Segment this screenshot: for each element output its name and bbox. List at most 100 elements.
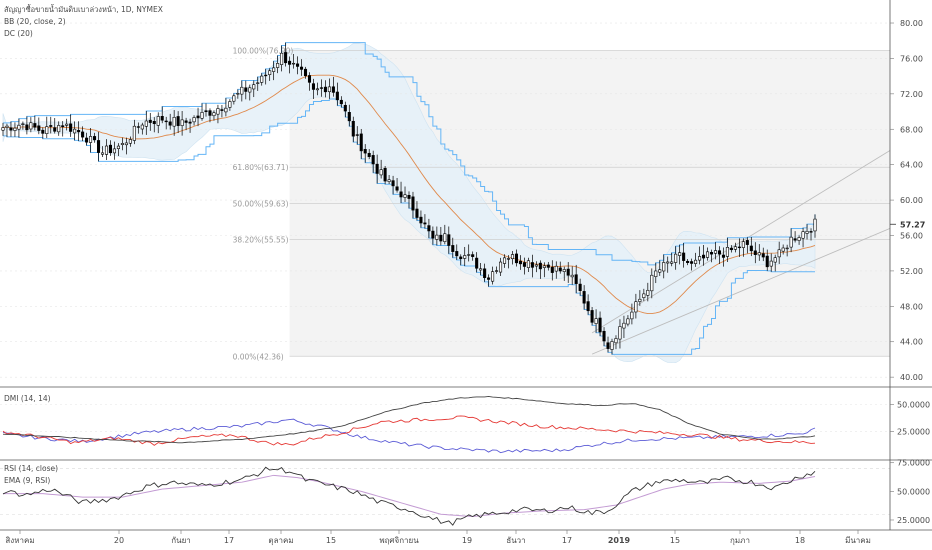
candle-body xyxy=(148,119,152,123)
time-tick-label: 15 xyxy=(326,536,336,545)
candle-body xyxy=(236,93,240,95)
rsi-tick-label: 25.0000 xyxy=(897,516,930,525)
rsi-pane[interactable] xyxy=(0,466,890,526)
candle-body xyxy=(781,247,785,252)
candle-body xyxy=(793,238,797,241)
rsi-tick-label: 50.0000 xyxy=(897,487,930,496)
candle-body xyxy=(331,86,335,93)
candle-body xyxy=(17,124,21,130)
candle-body xyxy=(717,250,722,255)
pane-frame xyxy=(0,0,932,531)
candle-body xyxy=(399,191,403,198)
candle-body xyxy=(168,121,172,126)
candle-body xyxy=(379,169,383,176)
candle-body xyxy=(212,112,216,117)
candle-body xyxy=(638,298,642,302)
candle-body xyxy=(534,264,538,267)
candle-body xyxy=(741,241,745,248)
candle-body xyxy=(698,256,702,261)
candle-body xyxy=(630,311,634,320)
candle-body xyxy=(709,252,714,255)
candle-body xyxy=(208,110,212,116)
candle-body xyxy=(49,125,53,127)
candle-body xyxy=(495,270,499,272)
candle-body xyxy=(467,254,471,256)
candle-body xyxy=(606,342,610,349)
candle-body xyxy=(220,109,224,111)
candle-body xyxy=(475,257,479,269)
candle-body xyxy=(670,261,674,264)
candle-body xyxy=(733,246,737,250)
candle-body xyxy=(506,258,511,260)
candle-body xyxy=(29,122,33,130)
candle-body xyxy=(419,216,423,224)
candle-body xyxy=(112,148,116,154)
candle-body xyxy=(598,317,602,333)
candle-body xyxy=(196,115,200,119)
candle-body xyxy=(363,149,367,154)
candle-body xyxy=(455,251,459,257)
time-tick-label: 19 xyxy=(462,536,472,545)
candle-body xyxy=(518,260,522,265)
price-pane[interactable]: 100.00%(76.90) 61.80%(63.71) 50.00%(59.63)… xyxy=(0,22,891,378)
candle-body xyxy=(375,163,379,174)
candle-body xyxy=(686,260,690,263)
candle-body xyxy=(343,104,347,112)
candle-body xyxy=(21,123,25,125)
candle-body xyxy=(522,262,526,267)
candle-body xyxy=(25,124,29,131)
candle-body xyxy=(582,291,586,304)
candle-body xyxy=(483,268,487,278)
candle-body xyxy=(228,101,232,108)
candle-body xyxy=(45,126,49,134)
candle-body xyxy=(546,264,550,268)
candle-body xyxy=(626,318,630,325)
candle-body xyxy=(319,87,323,89)
candle-body xyxy=(327,86,331,93)
candle-body xyxy=(37,125,41,131)
candle-body xyxy=(407,194,411,199)
candle-body xyxy=(65,123,69,126)
fib-level-label: 100.00%(76.90) xyxy=(233,46,294,55)
candle-body xyxy=(152,121,156,125)
candle-body xyxy=(542,265,546,268)
candle-body xyxy=(789,236,793,248)
candle-body xyxy=(538,262,542,270)
candle-body xyxy=(303,68,308,77)
candle-body xyxy=(765,255,769,268)
dmi-pane[interactable] xyxy=(0,396,890,454)
time-axis[interactable]: สิงหาคม 20 กันยา 17 ตุลาคม 15 พฤศจิกายน 19 ธันวา… xyxy=(5,530,871,545)
candle-body xyxy=(77,130,81,133)
candle-body xyxy=(104,145,109,155)
rsi-tick-label: 75.0000 xyxy=(897,459,930,468)
candle-body xyxy=(443,233,447,242)
candle-body xyxy=(93,136,97,141)
candle-body xyxy=(650,274,654,292)
candle-body xyxy=(140,124,144,130)
candle-body xyxy=(729,247,733,251)
candle-body xyxy=(702,254,706,259)
candle-body xyxy=(725,246,729,257)
candle-body xyxy=(447,234,451,246)
candle-body xyxy=(73,128,77,134)
candle-body xyxy=(590,310,594,323)
candle-body xyxy=(570,274,574,278)
candle-body xyxy=(116,145,120,149)
price-axis[interactable]: 40.00 44.00 48.00 52.00 56.00 60.00 64.00 68.00… xyxy=(890,19,925,382)
candle-body xyxy=(562,269,566,272)
channel-upper-line xyxy=(591,150,891,334)
fib-level-label: 0.00%(42.36) xyxy=(233,352,284,361)
rsi-ema-line xyxy=(3,474,816,518)
rsi-ema-title: EMA (9, RSI) xyxy=(4,476,50,485)
candle-body xyxy=(57,125,61,133)
candle-body xyxy=(192,117,196,123)
candle-body xyxy=(749,245,753,252)
price-tick-label: 60.00 xyxy=(900,196,923,205)
candle-body xyxy=(164,120,168,123)
candle-body xyxy=(463,255,467,259)
candle-body xyxy=(682,252,686,261)
candle-body xyxy=(156,116,160,126)
candle-body xyxy=(96,140,101,153)
price-tick-label: 76.00 xyxy=(900,54,923,63)
